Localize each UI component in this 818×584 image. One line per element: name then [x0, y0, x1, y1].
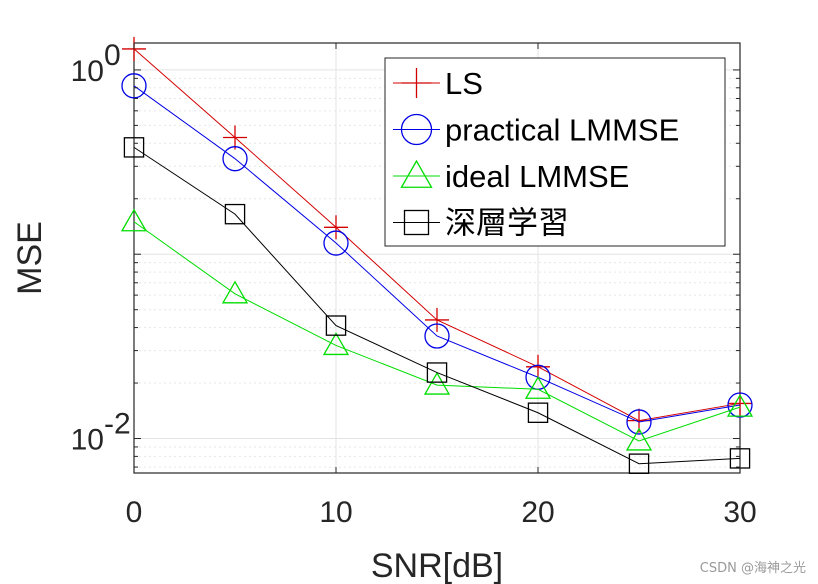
- watermark-text: CSDN @海神之光: [699, 561, 806, 576]
- plus-marker: [401, 68, 432, 98]
- series-3: [123, 137, 751, 474]
- x-tick-label: 0: [126, 496, 143, 529]
- square-marker: [403, 209, 430, 236]
- circle-marker: [424, 323, 450, 349]
- y-tick-label: 10: [71, 424, 104, 457]
- triangle-marker: [400, 159, 433, 188]
- circle-marker: [121, 73, 147, 99]
- triangle-marker: [120, 208, 148, 232]
- circle-marker: [626, 409, 652, 435]
- x-tick-label: 10: [319, 496, 352, 529]
- series-1: [121, 73, 753, 435]
- triangle-marker: [726, 393, 754, 417]
- series-0: [122, 36, 752, 433]
- square-marker: [426, 362, 448, 383]
- x-tick-label: 30: [723, 496, 756, 529]
- y-tick-label-exponent: -2: [104, 408, 131, 441]
- legend-item: 深層学習: [393, 206, 569, 241]
- triangle-marker: [524, 375, 552, 399]
- circle-marker: [727, 392, 753, 418]
- legend-label: practical LMMSE: [445, 113, 679, 148]
- square-marker: [325, 315, 347, 336]
- plus-marker: [223, 125, 247, 150]
- square-marker: [628, 453, 650, 474]
- y-axis-label: MSE: [11, 221, 49, 295]
- legend-label: LS: [445, 66, 483, 101]
- series-line: [133, 221, 741, 442]
- legend-item: ideal LMMSE: [393, 159, 629, 194]
- legend-label: 深層学習: [445, 206, 569, 241]
- triangle-marker: [221, 280, 249, 304]
- triangle-marker: [423, 371, 451, 395]
- square-marker: [224, 203, 246, 225]
- circle-marker: [400, 113, 433, 146]
- triangle-marker: [322, 332, 350, 356]
- series-line: [133, 85, 741, 423]
- x-tick-label: 20: [521, 496, 554, 529]
- square-marker: [123, 137, 145, 158]
- plot-area-frame: [133, 42, 741, 474]
- series-2: [120, 208, 754, 451]
- legend-box: [384, 57, 726, 247]
- square-marker: [527, 402, 549, 423]
- plus-marker: [324, 215, 348, 240]
- plus-marker: [526, 354, 550, 379]
- y-tick-label: 10: [71, 55, 104, 88]
- series-line: [133, 146, 741, 465]
- x-axis-label: SNR[dB]: [371, 547, 503, 584]
- legend: LS practical LMMSE ideal LMMSE 深層学習: [384, 57, 726, 247]
- circle-marker: [222, 146, 248, 172]
- circle-marker: [323, 230, 349, 256]
- series-layer: [120, 36, 754, 474]
- legend-item: practical LMMSE: [393, 113, 679, 148]
- y-tick-label-exponent: 0: [104, 39, 121, 72]
- legend-item: LS: [393, 66, 483, 101]
- legend-label: ideal LMMSE: [445, 159, 629, 194]
- triangle-marker: [625, 427, 653, 451]
- plus-marker: [425, 307, 449, 332]
